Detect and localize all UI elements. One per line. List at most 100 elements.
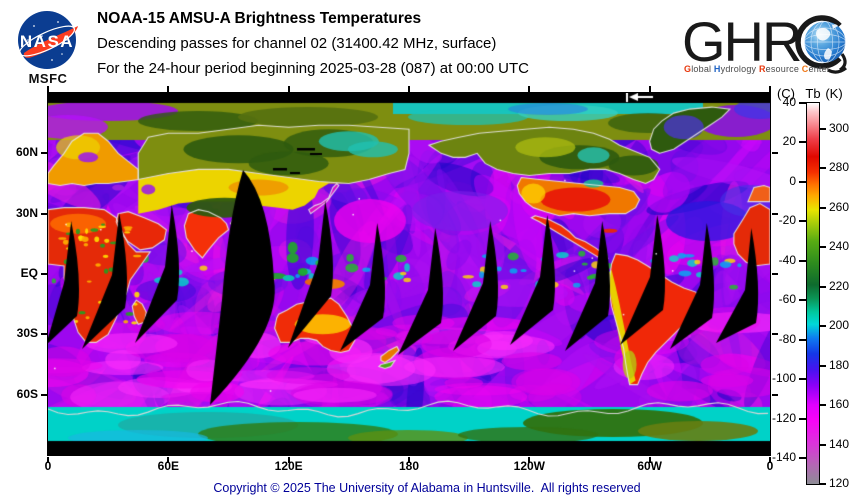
colorbar-kelvin-tick: [819, 246, 826, 249]
globe-continents: [816, 24, 838, 60]
colorbar-kelvin-tick: [819, 483, 826, 485]
map-x-tick: [47, 457, 49, 463]
colorbar-celsius-label: -140: [771, 450, 796, 465]
colorbar-kelvin-tick: [819, 404, 826, 407]
ghrc-tagline-cap: R: [758, 64, 766, 74]
colorbar-kelvin-tick: [819, 364, 826, 367]
copyright-text: Copyright © 2025 The University of Alaba…: [213, 481, 641, 495]
map-y-tick-label: EQ: [20, 266, 38, 280]
map-x-tick: [287, 457, 290, 463]
colorbar-celsius-tick: [799, 378, 806, 381]
colorbar-quantity-label: Tb: [805, 86, 821, 101]
colorbar-celsius-tick: [799, 102, 806, 104]
map-y-tick-label: 30S: [16, 326, 38, 341]
map-x-tick: [648, 86, 651, 92]
ghrc-tagline: Global Hydrology Resource Center: [684, 64, 854, 74]
colorbar-kelvin-label: 280: [829, 160, 850, 175]
map-x-tick-label: 60W: [637, 459, 662, 473]
colorbar-celsius-tick: [799, 220, 806, 223]
map-x-tick-label: 120E: [274, 459, 303, 473]
colorbar-celsius-label: -40: [778, 252, 796, 267]
ghrc-tagline-word: lobal: [691, 64, 714, 74]
ghrc-tagline-word: enter: [808, 64, 830, 74]
colorbar-unit-kelvin: (K): [825, 86, 843, 101]
map-x-tick-label: 180: [398, 459, 420, 473]
colorbar-kelvin-label: 200: [829, 318, 850, 333]
nasa-wordmark: NASA: [20, 32, 74, 51]
colorbar-celsius-label: 20: [782, 134, 796, 149]
ghrc-tagline-cap: G: [684, 64, 692, 74]
colorbar-kelvin-label: 300: [829, 120, 850, 135]
map-y-tick: [41, 212, 47, 215]
map-y-tick: [41, 273, 47, 275]
map-y-tick: [41, 393, 47, 396]
map-x-tick-label: 0: [766, 459, 774, 473]
map-x-tick: [167, 86, 170, 92]
ghrc-acronym-text: GHR: [682, 10, 800, 73]
colorbar-celsius-tick: [799, 338, 806, 341]
colorbar-celsius-label: -100: [771, 371, 796, 386]
colorbar-kelvin-label: 180: [829, 357, 850, 372]
colorbar-celsius-tick: [799, 417, 806, 420]
colorbar-celsius-tick: [799, 259, 806, 262]
map-x-tick: [528, 457, 531, 463]
colorbar-kelvin-label: 220: [829, 278, 850, 293]
colorbar-kelvin-label: 120: [829, 476, 850, 490]
subtitle-channel: Descending passes for channel 02 (31400.…: [97, 35, 497, 52]
ghrc-tagline-cap: H: [713, 64, 721, 74]
colorbar-kelvin-tick: [819, 443, 826, 446]
colorbar-celsius-tick: [799, 299, 806, 302]
ghrc-logo[interactable]: GHR: [682, 4, 854, 82]
colorbar-kelvin-label: 240: [829, 239, 850, 254]
nasa-logo[interactable]: NASA: [14, 10, 82, 72]
map-x-tick: [528, 86, 531, 92]
colorbar: [806, 102, 820, 485]
colorbar-kelvin-tick: [819, 325, 826, 328]
map-x-tick: [769, 86, 771, 92]
map-y-tick: [41, 333, 47, 336]
colorbar-kelvin-tick: [819, 206, 826, 209]
colorbar-celsius-label: -60: [778, 292, 796, 307]
nasa-red-swoosh: [23, 26, 78, 58]
msfc-label: MSFC: [28, 71, 68, 86]
map-y-tick: [772, 273, 778, 275]
colorbar-celsius-label: -120: [771, 410, 796, 425]
globe-stand-base: [827, 66, 847, 74]
colorbar-unit-celsius: (C): [776, 86, 796, 101]
map-y-tick-label: 60N: [15, 145, 38, 160]
colorbar-celsius-tick: [799, 141, 806, 144]
map-x-tick: [167, 457, 170, 463]
map-y-tick: [772, 333, 778, 336]
map-x-tick-label: 120W: [513, 459, 545, 473]
ghrc-c-letter: [795, 15, 849, 69]
map-y-tick: [772, 393, 778, 396]
map-x-tick: [408, 457, 410, 463]
colorbar-kelvin-tick: [819, 167, 826, 170]
map-x-tick-label: 60E: [157, 459, 179, 473]
map-x-tick: [47, 86, 49, 92]
map-x-tick: [287, 86, 290, 92]
ghrc-tagline-word: esource: [765, 64, 802, 74]
ghrc-tagline-cap: C: [801, 64, 809, 74]
page-title: NOAA-15 AMSU-A Brightness Temperatures: [97, 10, 422, 27]
map-y-tick-label: 30N: [15, 205, 38, 220]
map-x-tick: [408, 86, 410, 92]
colorbar-celsius-label: 0: [789, 173, 796, 188]
colorbar-kelvin-label: 140: [829, 436, 850, 451]
map-x-tick-label: 0: [44, 459, 52, 473]
map-y-tick: [772, 152, 778, 155]
colorbar-celsius-label: -20: [778, 213, 796, 228]
colorbar-kelvin-label: 160: [829, 397, 850, 412]
brightness-temperature-map: [48, 93, 770, 455]
ghrc-tagline-word: ydrology: [720, 64, 759, 74]
subtitle-period: For the 24-hour period beginning 2025-03…: [97, 60, 529, 77]
colorbar-celsius-label: 40: [782, 95, 796, 109]
map-y-tick-label: 60S: [16, 386, 38, 401]
colorbar-kelvin-tick: [819, 285, 826, 288]
map-y-tick: [41, 152, 47, 155]
map-x-tick: [769, 457, 771, 463]
colorbar-celsius-label: -80: [778, 331, 796, 346]
map-y-tick: [772, 212, 778, 215]
colorbar-celsius-tick: [799, 457, 806, 460]
